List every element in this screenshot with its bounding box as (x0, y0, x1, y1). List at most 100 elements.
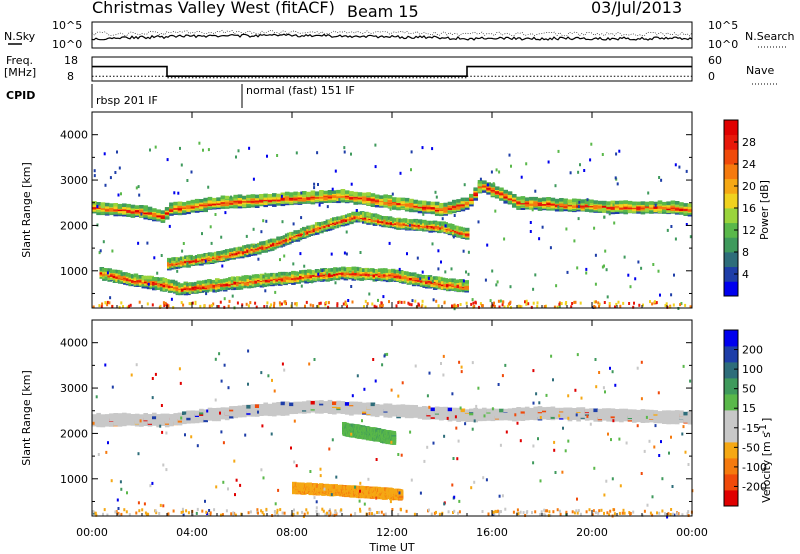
data-cell (302, 193, 307, 197)
data-cell (327, 405, 333, 409)
data-cell (149, 279, 154, 284)
data-cell (623, 200, 628, 204)
data-cell (113, 203, 118, 207)
data-cell (602, 209, 607, 213)
data-cell (687, 203, 693, 208)
data-cell (447, 201, 453, 206)
data-cell (301, 269, 307, 274)
colorbar-tick-label: 8 (742, 246, 749, 259)
data-cell (494, 189, 500, 193)
data-cell (414, 273, 420, 278)
freq-lines (92, 65, 692, 79)
noise-cell (117, 279, 120, 283)
data-cell (357, 192, 363, 196)
data-cell (372, 278, 378, 282)
data-cell (102, 268, 107, 272)
ground-cell (284, 300, 287, 304)
data-cell (387, 411, 393, 416)
noise-cell (350, 285, 353, 288)
noise-cell (670, 293, 673, 297)
data-cell (109, 203, 114, 207)
data-cell (270, 276, 275, 280)
data-cell (351, 274, 357, 279)
ground-cell (453, 304, 455, 308)
data-cell (186, 284, 191, 289)
data-cell (236, 278, 241, 283)
noise-cell (330, 252, 333, 256)
ground-cell (263, 305, 266, 308)
noise-cell (186, 179, 189, 182)
data-cell (285, 272, 291, 277)
data-cell (104, 268, 110, 272)
data-cell (473, 191, 478, 195)
data-cell (464, 197, 470, 202)
noise-cell (453, 307, 456, 311)
data-cell (380, 270, 385, 274)
ground-cell (664, 304, 667, 307)
data-cell (146, 285, 152, 290)
data-cell (341, 268, 346, 273)
ground-cell (217, 305, 220, 308)
data-cell (332, 410, 337, 415)
data-cell (186, 203, 191, 208)
ground-cell (273, 301, 276, 305)
noise-cell (427, 276, 430, 280)
data-cell (452, 206, 457, 210)
data-cell (138, 279, 144, 283)
ground-cell (403, 300, 406, 304)
data-cell (250, 408, 256, 412)
noise-cell (237, 149, 240, 153)
data-cell (156, 414, 161, 418)
data-cell (233, 286, 238, 290)
ground-cell (642, 303, 644, 307)
data-cell (336, 403, 341, 407)
data-cell (362, 200, 367, 204)
noise-cell (205, 292, 208, 296)
data-cell (241, 275, 246, 280)
data-cell (186, 282, 191, 287)
data-cell (204, 284, 210, 288)
data-cell (453, 282, 459, 286)
ground-cell (672, 303, 675, 307)
data-cell (182, 411, 187, 415)
data-cell (160, 419, 166, 423)
data-cell (409, 207, 414, 212)
data-cell (126, 206, 131, 210)
data-cell (314, 269, 320, 273)
ground-cell (481, 304, 484, 308)
data-cell (188, 288, 194, 293)
noise-cell (647, 191, 650, 195)
data-cell (250, 202, 256, 207)
data-cell (272, 196, 277, 200)
data-cell (584, 203, 590, 208)
data-cell (191, 286, 196, 290)
data-cell (374, 203, 380, 208)
noise-cell (431, 242, 434, 246)
nsky-line (91, 33, 693, 41)
ground-cell (398, 300, 401, 304)
data-cell (122, 210, 127, 214)
ground-cell (129, 303, 132, 307)
data-cell (109, 210, 114, 215)
noise-cell (437, 249, 440, 253)
noise-cell (153, 256, 156, 260)
data-cell (393, 277, 399, 281)
data-cell (186, 410, 191, 415)
data-cell (212, 414, 217, 419)
data-cell (559, 199, 564, 204)
data-cell (453, 284, 459, 288)
data-cell (414, 276, 420, 280)
data-cell (96, 208, 101, 213)
ground-cell (280, 302, 283, 306)
data-cell (280, 274, 286, 278)
noise-cell (264, 272, 267, 276)
ground-cell (104, 301, 107, 305)
data-cell (178, 288, 183, 293)
data-cell (357, 200, 363, 205)
data-cell (653, 207, 658, 212)
data-cell (456, 202, 461, 207)
noise-cell (245, 234, 248, 238)
data-cell (623, 202, 628, 207)
data-cell (559, 202, 564, 207)
ground-cell (493, 301, 495, 305)
